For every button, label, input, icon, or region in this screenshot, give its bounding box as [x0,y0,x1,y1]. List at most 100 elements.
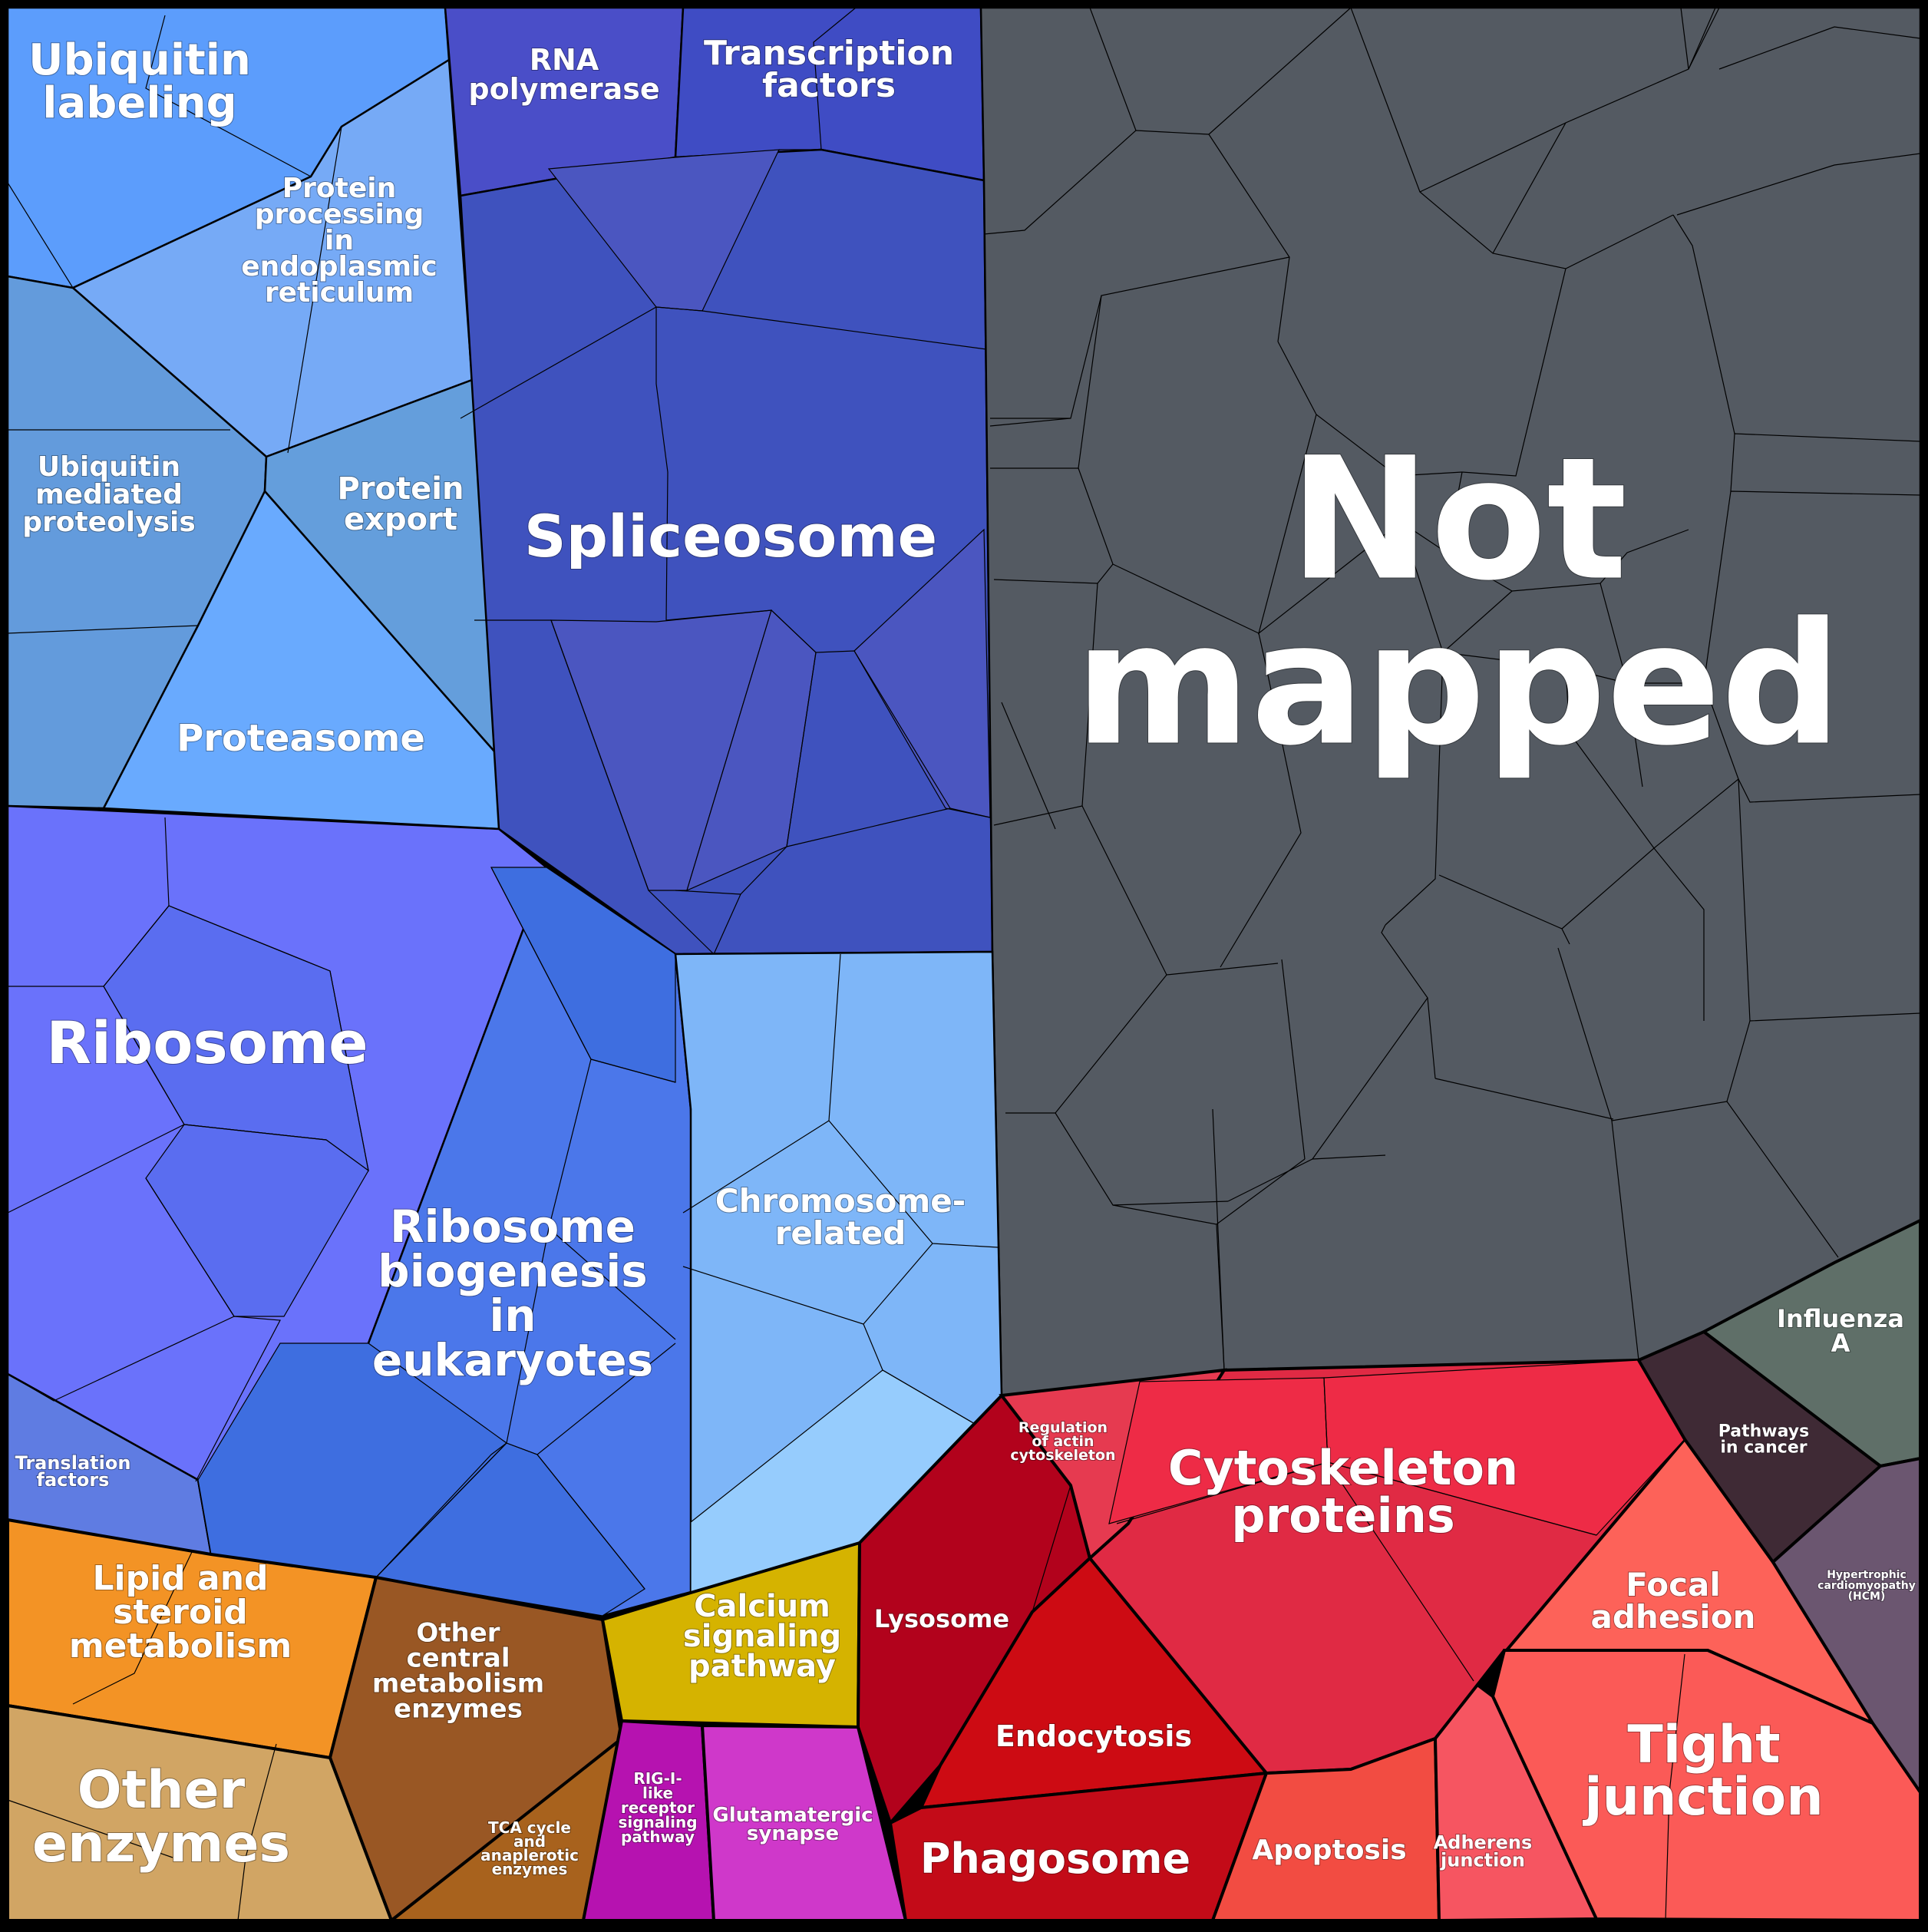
label-line: factors [762,66,896,105]
label-line: factors [37,1469,110,1491]
label-line: Tight [1627,1715,1780,1775]
label-hcm: Hypertrophic cardiomyopathy (HCM) [1817,1569,1916,1603]
label-line: Chromosome- [715,1182,966,1220]
label-line: Translation [15,1452,131,1474]
label-ubiquitin-labeling: Ubiquitin labeling [28,35,251,128]
label-line: in [489,1290,536,1342]
label-line: Ubiquitin [38,451,180,483]
label-cytoskeleton-proteins: Cytoskeleton proteins [1168,1440,1518,1544]
cell-hcm[interactable] [1771,1456,1922,1798]
label-ribosome: Ribosome [46,1009,368,1077]
label-adherens-junction: Adherens junction [1434,1832,1533,1871]
chromosome-subcells [682,953,999,1593]
label-line: mapped [1075,586,1841,783]
label-line: labeling [42,78,236,128]
label-line: central [406,1643,510,1674]
label-line: TCA cycle [488,1818,571,1837]
label-line: Protein [282,173,396,204]
label-line: Regulation [1018,1419,1108,1436]
label-line: metabolism [372,1669,544,1699]
label-line: Glutamatergic [712,1804,873,1827]
label-other-enzymes: Other enzymes [32,1760,290,1874]
label-lipid-steroid: Lipid and steroid metabolism [69,1559,292,1666]
label-line: proteins [1231,1488,1455,1544]
ribosome-subcells [7,817,676,1617]
label-line: export [344,502,457,537]
label-proteasome: Proteasome [177,717,425,760]
label-line: and [513,1832,546,1851]
label-line: metabolism [69,1627,292,1666]
label-line: enzymes [394,1694,523,1725]
label-transcription-factors: Transcription factors [704,34,954,105]
label-line: of actin [1032,1433,1094,1450]
label-line: Other [78,1760,246,1821]
label-apoptosis: Apoptosis [1252,1835,1406,1866]
label-protein-processing: Protein processing in endoplasmic reticulum [241,173,437,309]
label-line: Ribosome [46,1009,368,1077]
label-line: Influenza [1777,1304,1904,1333]
group-disease [1636,1217,1922,1798]
label-line: RIG-I- [633,1769,682,1788]
label-line: synapse [747,1822,839,1845]
label-line: Other [416,1618,500,1649]
label-tca-cycle: TCA cycle and anaplerotic enzymes [480,1818,579,1878]
label-line: Endocytosis [995,1719,1192,1753]
label-line: biogenesis [378,1245,648,1297]
label-line: receptor [621,1798,695,1817]
label-line: in [325,225,354,256]
label-line: pathway [688,1649,836,1684]
label-line: endoplasmic [241,251,437,282]
label-line: cytoskeleton [1010,1447,1115,1464]
label-line: A [1831,1329,1850,1358]
labels: Ubiquitin labeling Protein processing in end… [15,33,1916,1884]
label-line: enzymes [32,1814,290,1874]
label-line: junction [1582,1767,1823,1828]
label-other-central: Other central metabolism enzymes [372,1618,544,1725]
label-chromosome-related: Chromosome-related [715,1182,966,1252]
label-calcium-signaling: Calcium signaling pathway [683,1589,841,1684]
label-line: Phagosome [920,1835,1190,1883]
label-line: Proteasome [177,717,425,760]
label-glutamatergic: Glutamatergic synapse [712,1804,873,1845]
label-line: processing [255,199,424,230]
label-line: Apoptosis [1252,1835,1406,1866]
group-ribosome [6,804,704,1617]
group-signaling [581,1541,908,1922]
label-rig-like: RIG-I-like receptor signaling pathway [618,1769,697,1846]
group-spliceosome [444,6,994,956]
label-regulation-actin: Regulation of actin cytoskeleton [1010,1419,1115,1464]
label-line: Focal [1626,1566,1720,1603]
label-line: in cancer [1720,1438,1807,1458]
label-line: Calcium [694,1589,830,1624]
label-line: Hypertrophic [1827,1569,1907,1581]
label-pathways-in-cancer: Pathways in cancer [1718,1422,1810,1458]
cell-proteasome[interactable] [102,489,502,831]
label-line: Transcription [704,34,954,73]
cytoskeleton-subcells [1032,1359,1685,1921]
label-line: eukaryotes [372,1334,653,1386]
label-line: related [775,1214,906,1252]
label-rna-polymerase: RNA polymerase [468,43,659,106]
label-line: Lipid and [92,1559,268,1598]
label-line: polymerase [468,72,659,106]
label-line: Spliceosome [524,502,937,570]
label-focal-adhesion: Focal adhesion [1591,1566,1756,1636]
label-line: Not [1289,421,1627,618]
spliceosome-subcells [460,7,991,955]
label-line: signaling [618,1813,697,1831]
label-line: Protein [338,471,464,507]
label-lysosome: Lysosome [874,1604,1009,1633]
label-line: Lysosome [874,1604,1009,1633]
label-spliceosome: Spliceosome [524,502,937,570]
label-endocytosis: Endocytosis [995,1719,1192,1753]
label-line: Pathways [1718,1422,1810,1442]
label-line: enzymes [492,1860,568,1878]
label-line: Ubiquitin [28,35,251,85]
group-chromosome [674,950,1003,1594]
label-line: steroid [113,1593,248,1632]
label-line: cardiomyopathy [1817,1580,1916,1592]
label-line: mediated [35,479,183,510]
